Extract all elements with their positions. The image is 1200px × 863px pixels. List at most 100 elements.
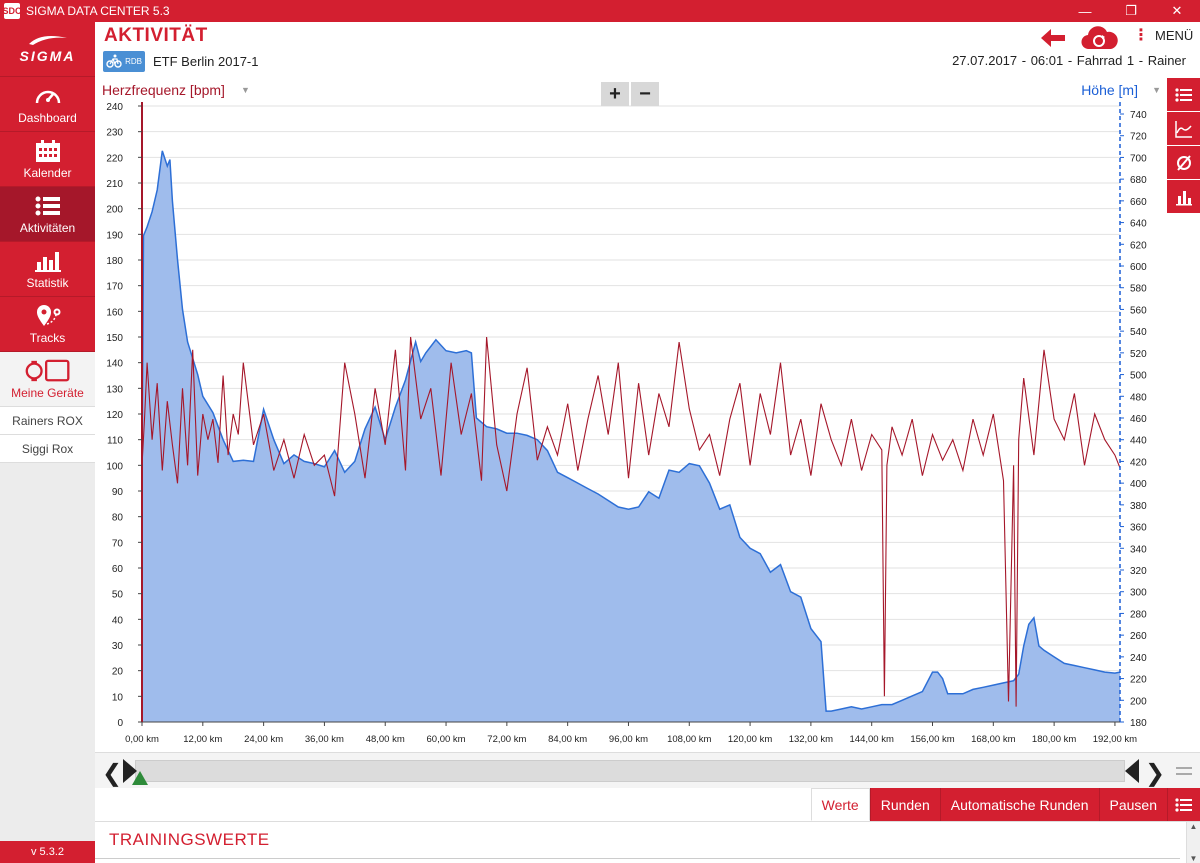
sidebar-item-calendar[interactable]: Kalender <box>0 132 95 187</box>
back-arrow-icon[interactable] <box>1039 27 1067 49</box>
left-tick-label: 130 <box>106 384 123 395</box>
vertical-scrollbar[interactable]: ▲ ▼ <box>1186 822 1200 863</box>
activity-chart[interactable]: 0 10 20 30 40 50 60 70 80 90 100 110 120 130 140 150 160… <box>95 82 1167 752</box>
tab-runden[interactable]: Runden <box>869 788 940 821</box>
app-logo-icon: SDC <box>3 3 22 19</box>
menu-label: MENÜ <box>1155 28 1194 43</box>
left-tick-label: 70 <box>112 538 124 549</box>
zoom-in-button[interactable]: + <box>601 82 629 106</box>
left-tick-label: 180 <box>106 256 123 267</box>
right-tick-label: 700 <box>1130 153 1147 164</box>
scroll-left-icon[interactable]: ❮ <box>102 760 123 787</box>
tab-werte[interactable]: Werte <box>810 788 870 821</box>
line-chart-icon <box>1174 120 1192 138</box>
page-header: AKTIVITÄT RDB ETF Berlin 2017-1 27.07.20… <box>95 22 1200 82</box>
window-controls: — ❐ ✕ <box>1062 0 1200 22</box>
scroll-right-icon[interactable]: ❯ <box>1145 760 1166 787</box>
tab-automatische-runden[interactable]: Automatische Runden <box>939 788 1099 821</box>
position-marker-icon[interactable] <box>132 771 148 785</box>
chevron-down-icon[interactable]: ▼ <box>1152 85 1161 95</box>
list-icon <box>1175 797 1192 812</box>
zoom-out-button[interactable]: − <box>631 82 659 106</box>
right-tick-label: 620 <box>1130 240 1147 251</box>
right-tick-label: 360 <box>1130 523 1147 534</box>
left-tick-label: 120 <box>106 410 123 421</box>
section-divider <box>95 858 1180 859</box>
right-tick-label: 260 <box>1130 631 1147 642</box>
sidebar-item-statistics[interactable]: Statistik <box>0 242 95 297</box>
list-view-button[interactable] <box>1167 78 1200 111</box>
devices-icon <box>25 359 69 381</box>
x-tick-label: 36,00 km <box>305 734 344 745</box>
main-menu-button[interactable]: ⋮ MENÜ <box>1133 26 1194 44</box>
bar-chart-button[interactable] <box>1167 180 1200 213</box>
sidebar-item-tracks[interactable]: Tracks <box>0 297 95 352</box>
x-tick-label: 144,00 km <box>850 734 894 745</box>
right-tick-label: 280 <box>1130 609 1147 620</box>
right-tick-label: 220 <box>1130 675 1147 686</box>
activity-name: ETF Berlin 2017-1 <box>153 54 259 69</box>
left-tick-label: 110 <box>107 436 123 447</box>
right-tick-label: 720 <box>1130 132 1147 143</box>
right-tick-label: 180 <box>1130 718 1147 729</box>
x-tick-label: 60,00 km <box>427 734 466 745</box>
page-title: AKTIVITÄT <box>104 25 208 46</box>
cloud-sync-icon[interactable] <box>1080 25 1118 51</box>
minimize-button[interactable]: — <box>1078 3 1092 19</box>
sidebar-item-activities[interactable]: Aktivitäten <box>0 187 95 242</box>
left-tick-label: 170 <box>106 282 123 293</box>
close-button[interactable]: ✕ <box>1171 3 1183 18</box>
left-tick-label: 10 <box>112 692 124 703</box>
scroll-down-icon[interactable]: ▼ <box>1189 854 1198 863</box>
x-tick-label: 0,00 km <box>125 734 159 745</box>
right-axis-label[interactable]: Höhe [m] <box>1081 82 1138 98</box>
right-tick-label: 400 <box>1130 479 1147 490</box>
tab-list-button[interactable] <box>1167 788 1200 821</box>
tab-strip: Werte Runden Automatische Runden Pausen <box>810 788 1200 822</box>
right-tick-label: 480 <box>1130 392 1147 403</box>
right-tick-label: 340 <box>1130 544 1147 555</box>
activity-meta: 27.07.2017 - 06:01 - Fahrrad 1 - Rainer <box>952 53 1186 68</box>
x-tick-label: 24,00 km <box>244 734 283 745</box>
x-tick-label: 96,00 km <box>609 734 648 745</box>
kebab-icon: ⋮ <box>1133 26 1149 44</box>
left-axis-label[interactable]: Herzfrequenz [bpm] <box>102 82 225 98</box>
left-tick-label: 20 <box>112 667 124 678</box>
right-tick-label: 460 <box>1130 414 1147 425</box>
device-item[interactable]: Siggi Rox <box>0 435 95 463</box>
left-tick-label: 40 <box>112 615 124 626</box>
drag-handle-icon[interactable] <box>1176 767 1192 775</box>
chevron-down-icon[interactable]: ▼ <box>241 85 250 95</box>
x-tick-label: 132,00 km <box>789 734 833 745</box>
device-item[interactable]: Rainers ROX <box>0 407 95 435</box>
right-tick-label: 580 <box>1130 284 1147 295</box>
left-tick-label: 230 <box>106 128 123 139</box>
sidebar-item-devices[interactable]: Meine Geräte <box>0 352 95 407</box>
left-tick-label: 80 <box>112 513 124 524</box>
restore-button[interactable]: ❐ <box>1125 3 1137 18</box>
average-button[interactable] <box>1167 146 1200 179</box>
chart-canvas[interactable]: 0 10 20 30 40 50 60 70 80 90 100 110 120 130 140 150 160… <box>95 82 1167 752</box>
sidebar-item-label: Meine Geräte <box>11 385 84 400</box>
tab-pausen[interactable]: Pausen <box>1098 788 1167 821</box>
x-tick-label: 192,00 km <box>1093 734 1137 745</box>
line-chart-button[interactable] <box>1167 112 1200 145</box>
right-tick-label: 600 <box>1130 262 1147 273</box>
scrub-track[interactable] <box>135 760 1125 782</box>
bicycle-icon <box>106 54 122 68</box>
left-tick-label: 90 <box>112 487 124 498</box>
x-tick-label: 48,00 km <box>366 734 405 745</box>
right-tick-label: 440 <box>1130 436 1147 447</box>
window-titlebar: SDC SIGMA DATA CENTER 5.3 — ❐ ✕ <box>0 0 1200 22</box>
sidebar-item-dashboard[interactable]: Dashboard <box>0 77 95 132</box>
scroll-up-icon[interactable]: ▲ <box>1189 822 1198 831</box>
sport-badge-label: RDB <box>125 57 142 66</box>
left-tick-label: 30 <box>112 641 124 652</box>
right-tick-label: 500 <box>1130 371 1147 382</box>
range-end-handle[interactable] <box>1125 759 1139 783</box>
x-tick-label: 168,00 km <box>971 734 1015 745</box>
sigma-logo[interactable]: SIGMA <box>0 22 95 77</box>
right-tick-label: 740 <box>1130 110 1147 121</box>
left-tick-label: 50 <box>112 590 124 601</box>
x-tick-label: 12,00 km <box>183 734 222 745</box>
